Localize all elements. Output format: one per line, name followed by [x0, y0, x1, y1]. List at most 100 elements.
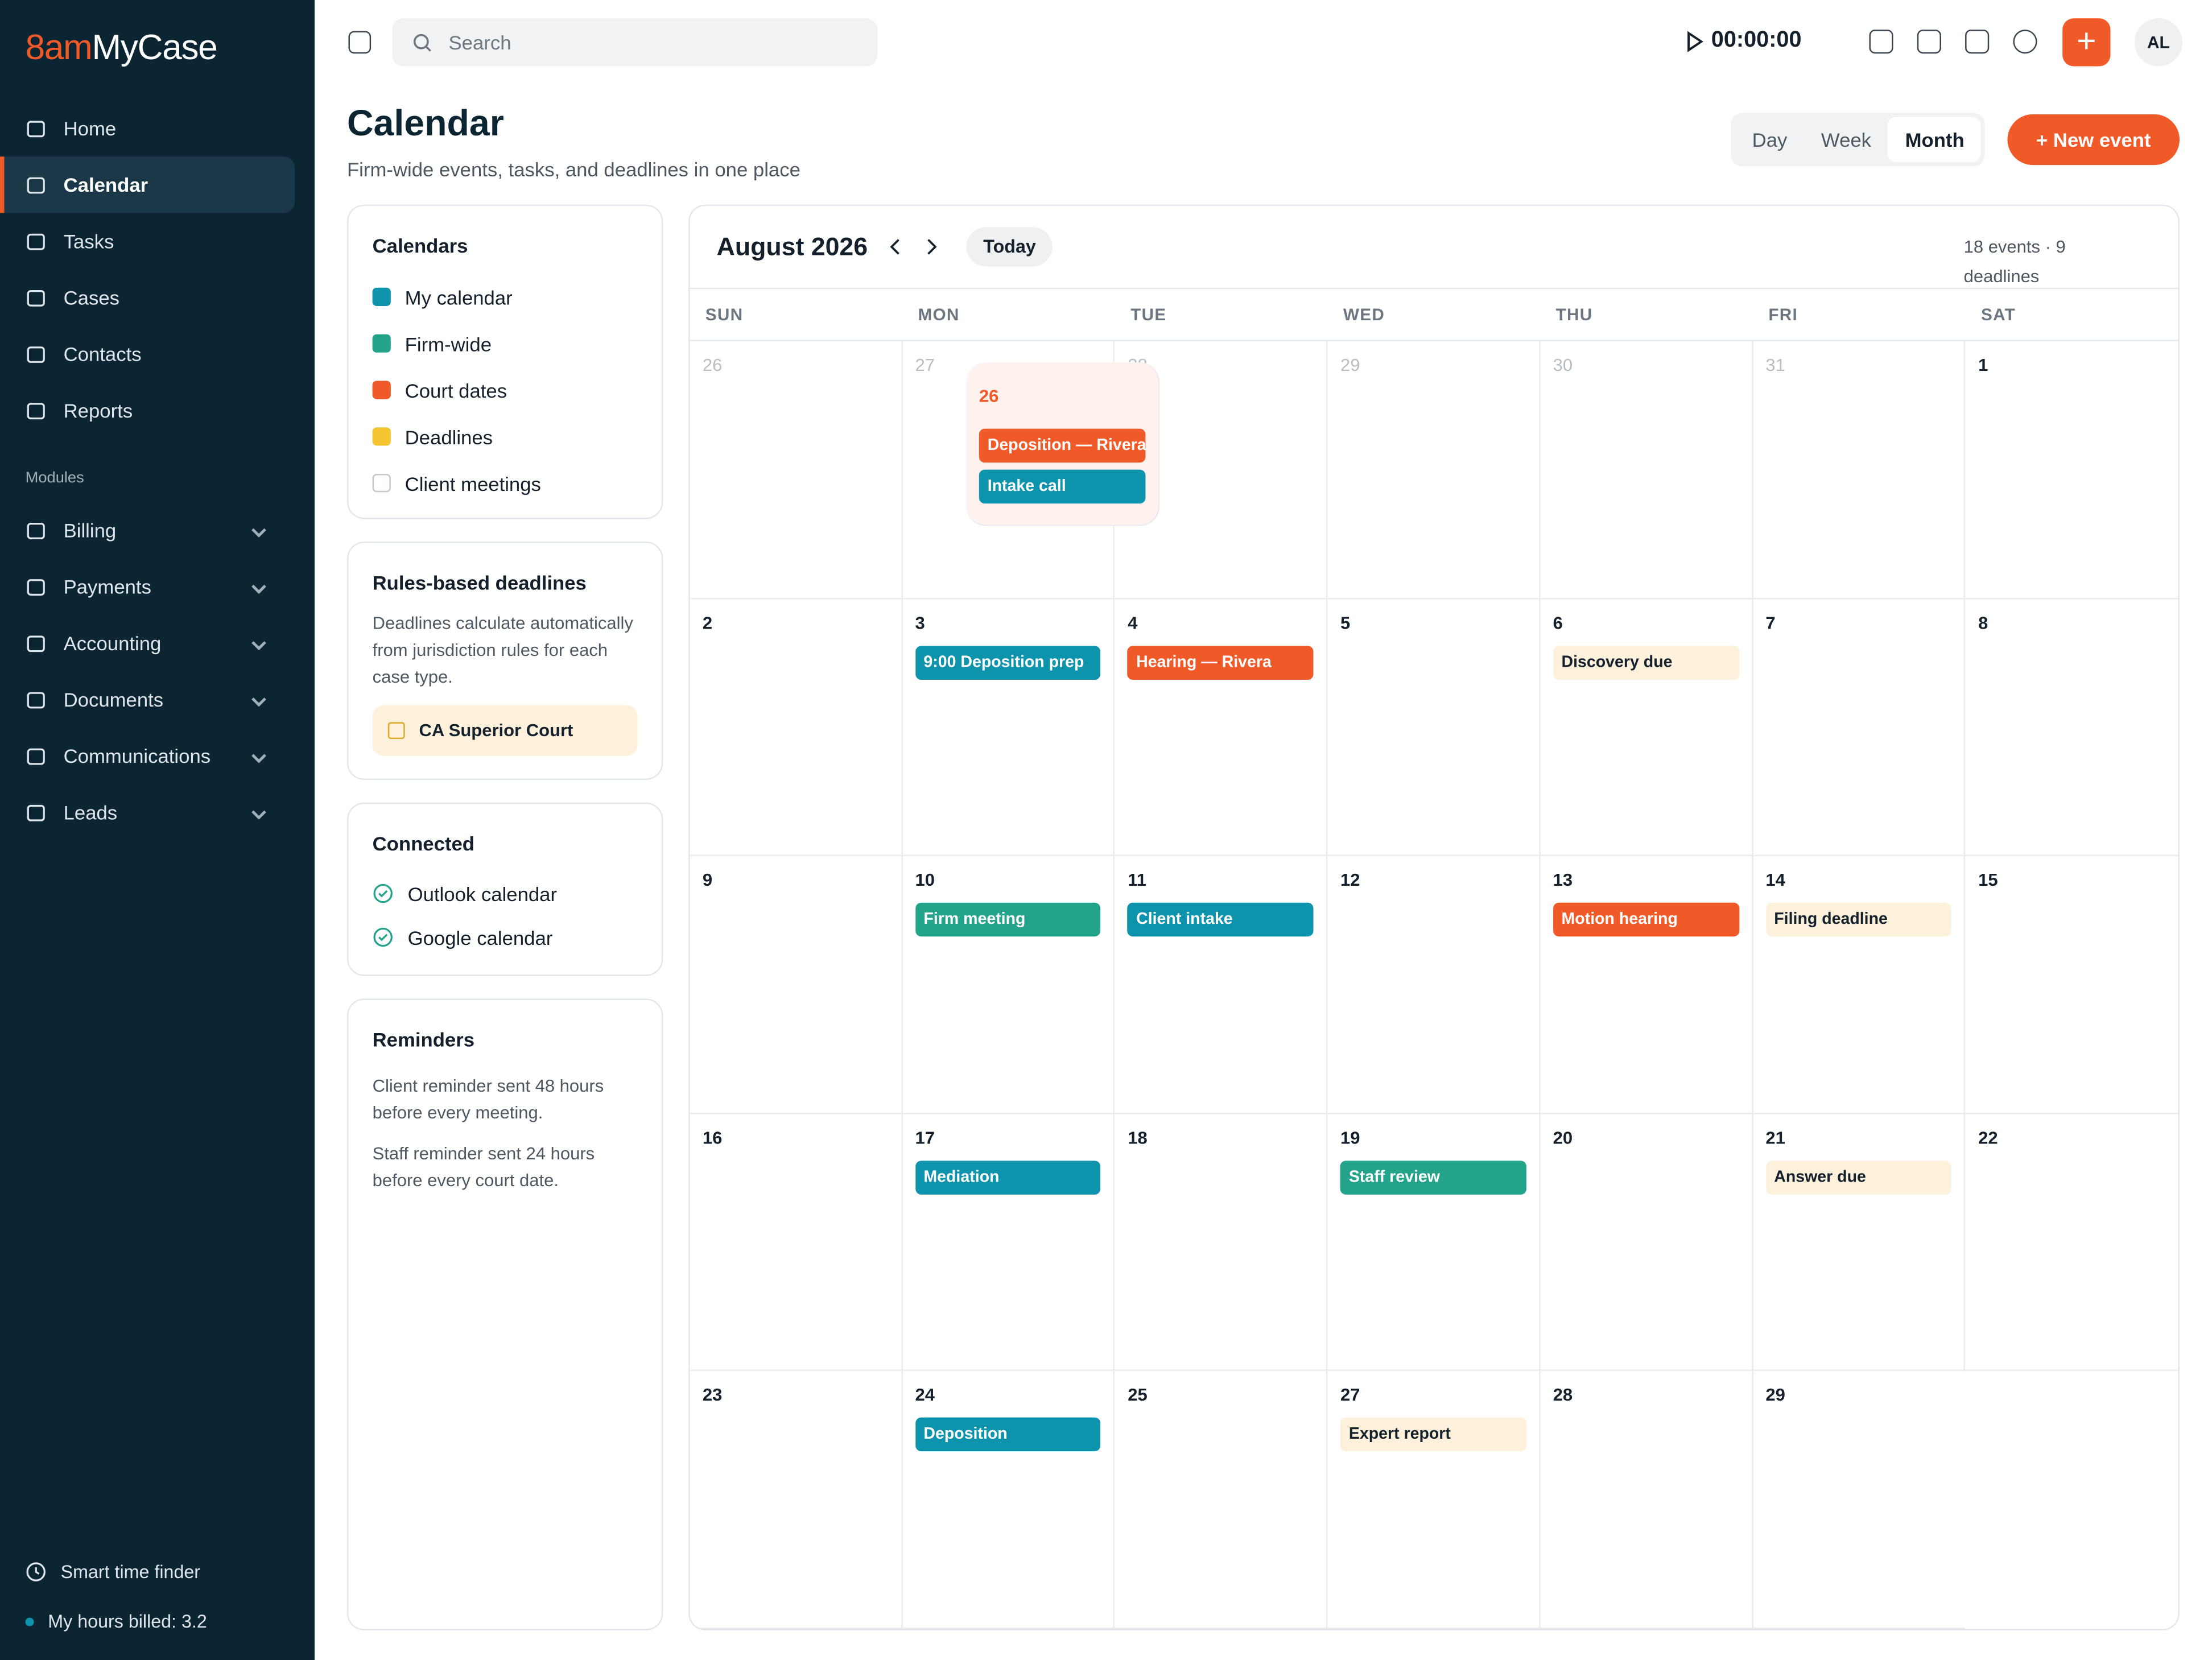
add-button[interactable]: +	[2062, 18, 2111, 67]
day-cell[interactable]: 5	[1327, 598, 1541, 857]
nav-label: Documents	[63, 688, 164, 711]
event[interactable]: Staff review	[1340, 1160, 1526, 1195]
day-cell[interactable]: 18	[1115, 1114, 1328, 1372]
swatch	[372, 334, 391, 353]
day-cell[interactable]: 28	[1540, 1371, 1753, 1629]
day-cell[interactable]: 29	[1753, 1372, 1966, 1629]
play[interactable]	[1686, 31, 1704, 52]
day-cell[interactable]: 8	[1965, 599, 2178, 857]
day-cell[interactable]: 26 Deposition — Rivera Intake call	[966, 362, 1161, 526]
nav-item[interactable]: Calendar	[0, 156, 295, 213]
event[interactable]: Firm meeting	[915, 903, 1101, 937]
day-number: 31	[1765, 355, 1785, 375]
nav-item[interactable]: Tasks	[0, 213, 295, 269]
day-cell[interactable]: 23	[690, 1371, 903, 1629]
event[interactable]: Motion hearing	[1553, 903, 1739, 937]
calendar-filter[interactable]: Deadlines	[372, 413, 638, 460]
day-cell[interactable]: 24 Deposition	[902, 1371, 1115, 1629]
module-item[interactable]: Communications	[0, 728, 295, 784]
calendar-filter[interactable]: My calendar	[372, 274, 638, 320]
event[interactable]: Filing deadline	[1765, 903, 1951, 937]
event[interactable]: Intake call	[979, 469, 1146, 504]
day-cell[interactable]: 30	[1540, 341, 1753, 599]
nav-label: Reports	[63, 399, 133, 422]
event[interactable]: 9:00 Deposition prep	[915, 645, 1101, 679]
nav-item[interactable]: Cases	[0, 270, 295, 326]
nav-label: Home	[63, 117, 117, 140]
sidebar-toggle[interactable]	[348, 31, 372, 54]
day-cell[interactable]: 26	[690, 341, 903, 599]
day-cell[interactable]: 16	[690, 1114, 903, 1372]
day-cell[interactable]: 7	[1753, 598, 1966, 857]
view-tab[interactable]: Week	[1821, 128, 1872, 151]
smart-time-finder[interactable]: Smart time finder	[26, 1561, 200, 1583]
day-cell[interactable]: 14 Filing deadline	[1753, 856, 1966, 1114]
day-number: 10	[915, 870, 935, 890]
day-cell[interactable]: 19 Staff review	[1327, 1114, 1541, 1372]
day-cell[interactable]: 21 Answer due	[1753, 1114, 1966, 1372]
court-chip[interactable]: CA Superior Court	[372, 705, 638, 756]
module-item[interactable]: Accounting	[0, 615, 295, 671]
module-item[interactable]: Payments	[0, 559, 295, 615]
event[interactable]: Deposition	[915, 1418, 1101, 1452]
new-event-button[interactable]: + New event	[2007, 114, 2180, 166]
day-cell[interactable]: 1	[1965, 341, 2178, 599]
day-cell[interactable]: 20	[1540, 1114, 1753, 1372]
day-number: 3	[915, 613, 925, 633]
view-tab[interactable]: Month	[1888, 117, 1982, 163]
event[interactable]: Client intake	[1128, 903, 1314, 937]
calendar-filter[interactable]: Court dates	[372, 367, 638, 414]
day-cell[interactable]: 11 Client intake	[1115, 856, 1328, 1114]
module-item[interactable]: Billing	[0, 502, 295, 559]
day-cell[interactable]: 15	[1965, 856, 2178, 1114]
module-item[interactable]: Leads	[0, 784, 295, 840]
weekday: THU	[1555, 304, 1593, 325]
event[interactable]: Hearing — Rivera	[1128, 645, 1314, 679]
panel-title: Reminders	[372, 1028, 475, 1051]
day-cell[interactable]: 6 Discovery due	[1540, 598, 1753, 857]
day-cell[interactable]: 4 Hearing — Rivera	[1115, 598, 1328, 857]
day-cell[interactable]: 13 Motion hearing	[1540, 856, 1753, 1114]
today-button[interactable]: Today	[966, 227, 1053, 267]
event[interactable]: Expert report	[1340, 1418, 1526, 1452]
nav-item[interactable]: Home	[0, 100, 295, 156]
nav-item[interactable]: Contacts	[0, 326, 295, 382]
view-tab[interactable]: Day	[1752, 128, 1788, 151]
calendar-filter[interactable]: Firm-wide	[372, 320, 638, 367]
day-number: 30	[1553, 355, 1573, 375]
day-cell[interactable]: 27 Expert report	[1327, 1371, 1541, 1629]
section-label: Modules	[25, 469, 84, 487]
day-cell[interactable]: 10 Firm meeting	[902, 856, 1115, 1114]
day-number: 18	[1128, 1128, 1148, 1148]
swatch	[372, 474, 391, 493]
event[interactable]: Deposition — Rivera	[979, 428, 1146, 463]
day-cell[interactable]: 9	[690, 856, 903, 1114]
event[interactable]: Discovery due	[1553, 645, 1739, 679]
day-cell[interactable]: 22	[1965, 1114, 2178, 1372]
day-cell[interactable]: 17 Mediation	[902, 1114, 1115, 1372]
sidebar: 8amMyCase Home Calendar Tasks Cases Contacts…	[0, 0, 315, 1660]
module-item[interactable]: Documents	[0, 671, 295, 728]
day-cell[interactable]: 31	[1753, 341, 1966, 599]
avatar[interactable]: AL	[2134, 18, 2182, 67]
day-cell[interactable]: 2	[690, 598, 903, 857]
calculator[interactable]	[1869, 30, 1893, 54]
hours-billed: My hours billed: 3.2	[25, 1611, 207, 1632]
label: Firm-wide	[405, 332, 492, 355]
search[interactable]: Search	[392, 18, 878, 67]
day-cell[interactable]: 12	[1327, 856, 1541, 1114]
day-cell[interactable]: 25	[1115, 1371, 1328, 1629]
prev-next[interactable]	[888, 237, 944, 257]
help[interactable]	[2013, 30, 2037, 54]
nav-item[interactable]: Reports	[0, 382, 295, 439]
logo[interactable]: 8amMyCase	[26, 28, 218, 69]
calendar-filter[interactable]: Client meetings	[372, 460, 638, 506]
connected-panel: Connected Outlook calendar Google calendar	[346, 802, 663, 976]
event[interactable]: Mediation	[915, 1160, 1101, 1195]
apps[interactable]	[1917, 30, 1941, 54]
page-title: Calendar	[346, 101, 504, 144]
day-cell[interactable]: 29	[1327, 341, 1541, 599]
day-cell[interactable]: 3 9:00 Deposition prep	[902, 598, 1115, 857]
event[interactable]: Answer due	[1765, 1160, 1951, 1195]
messages[interactable]	[1965, 30, 1990, 54]
